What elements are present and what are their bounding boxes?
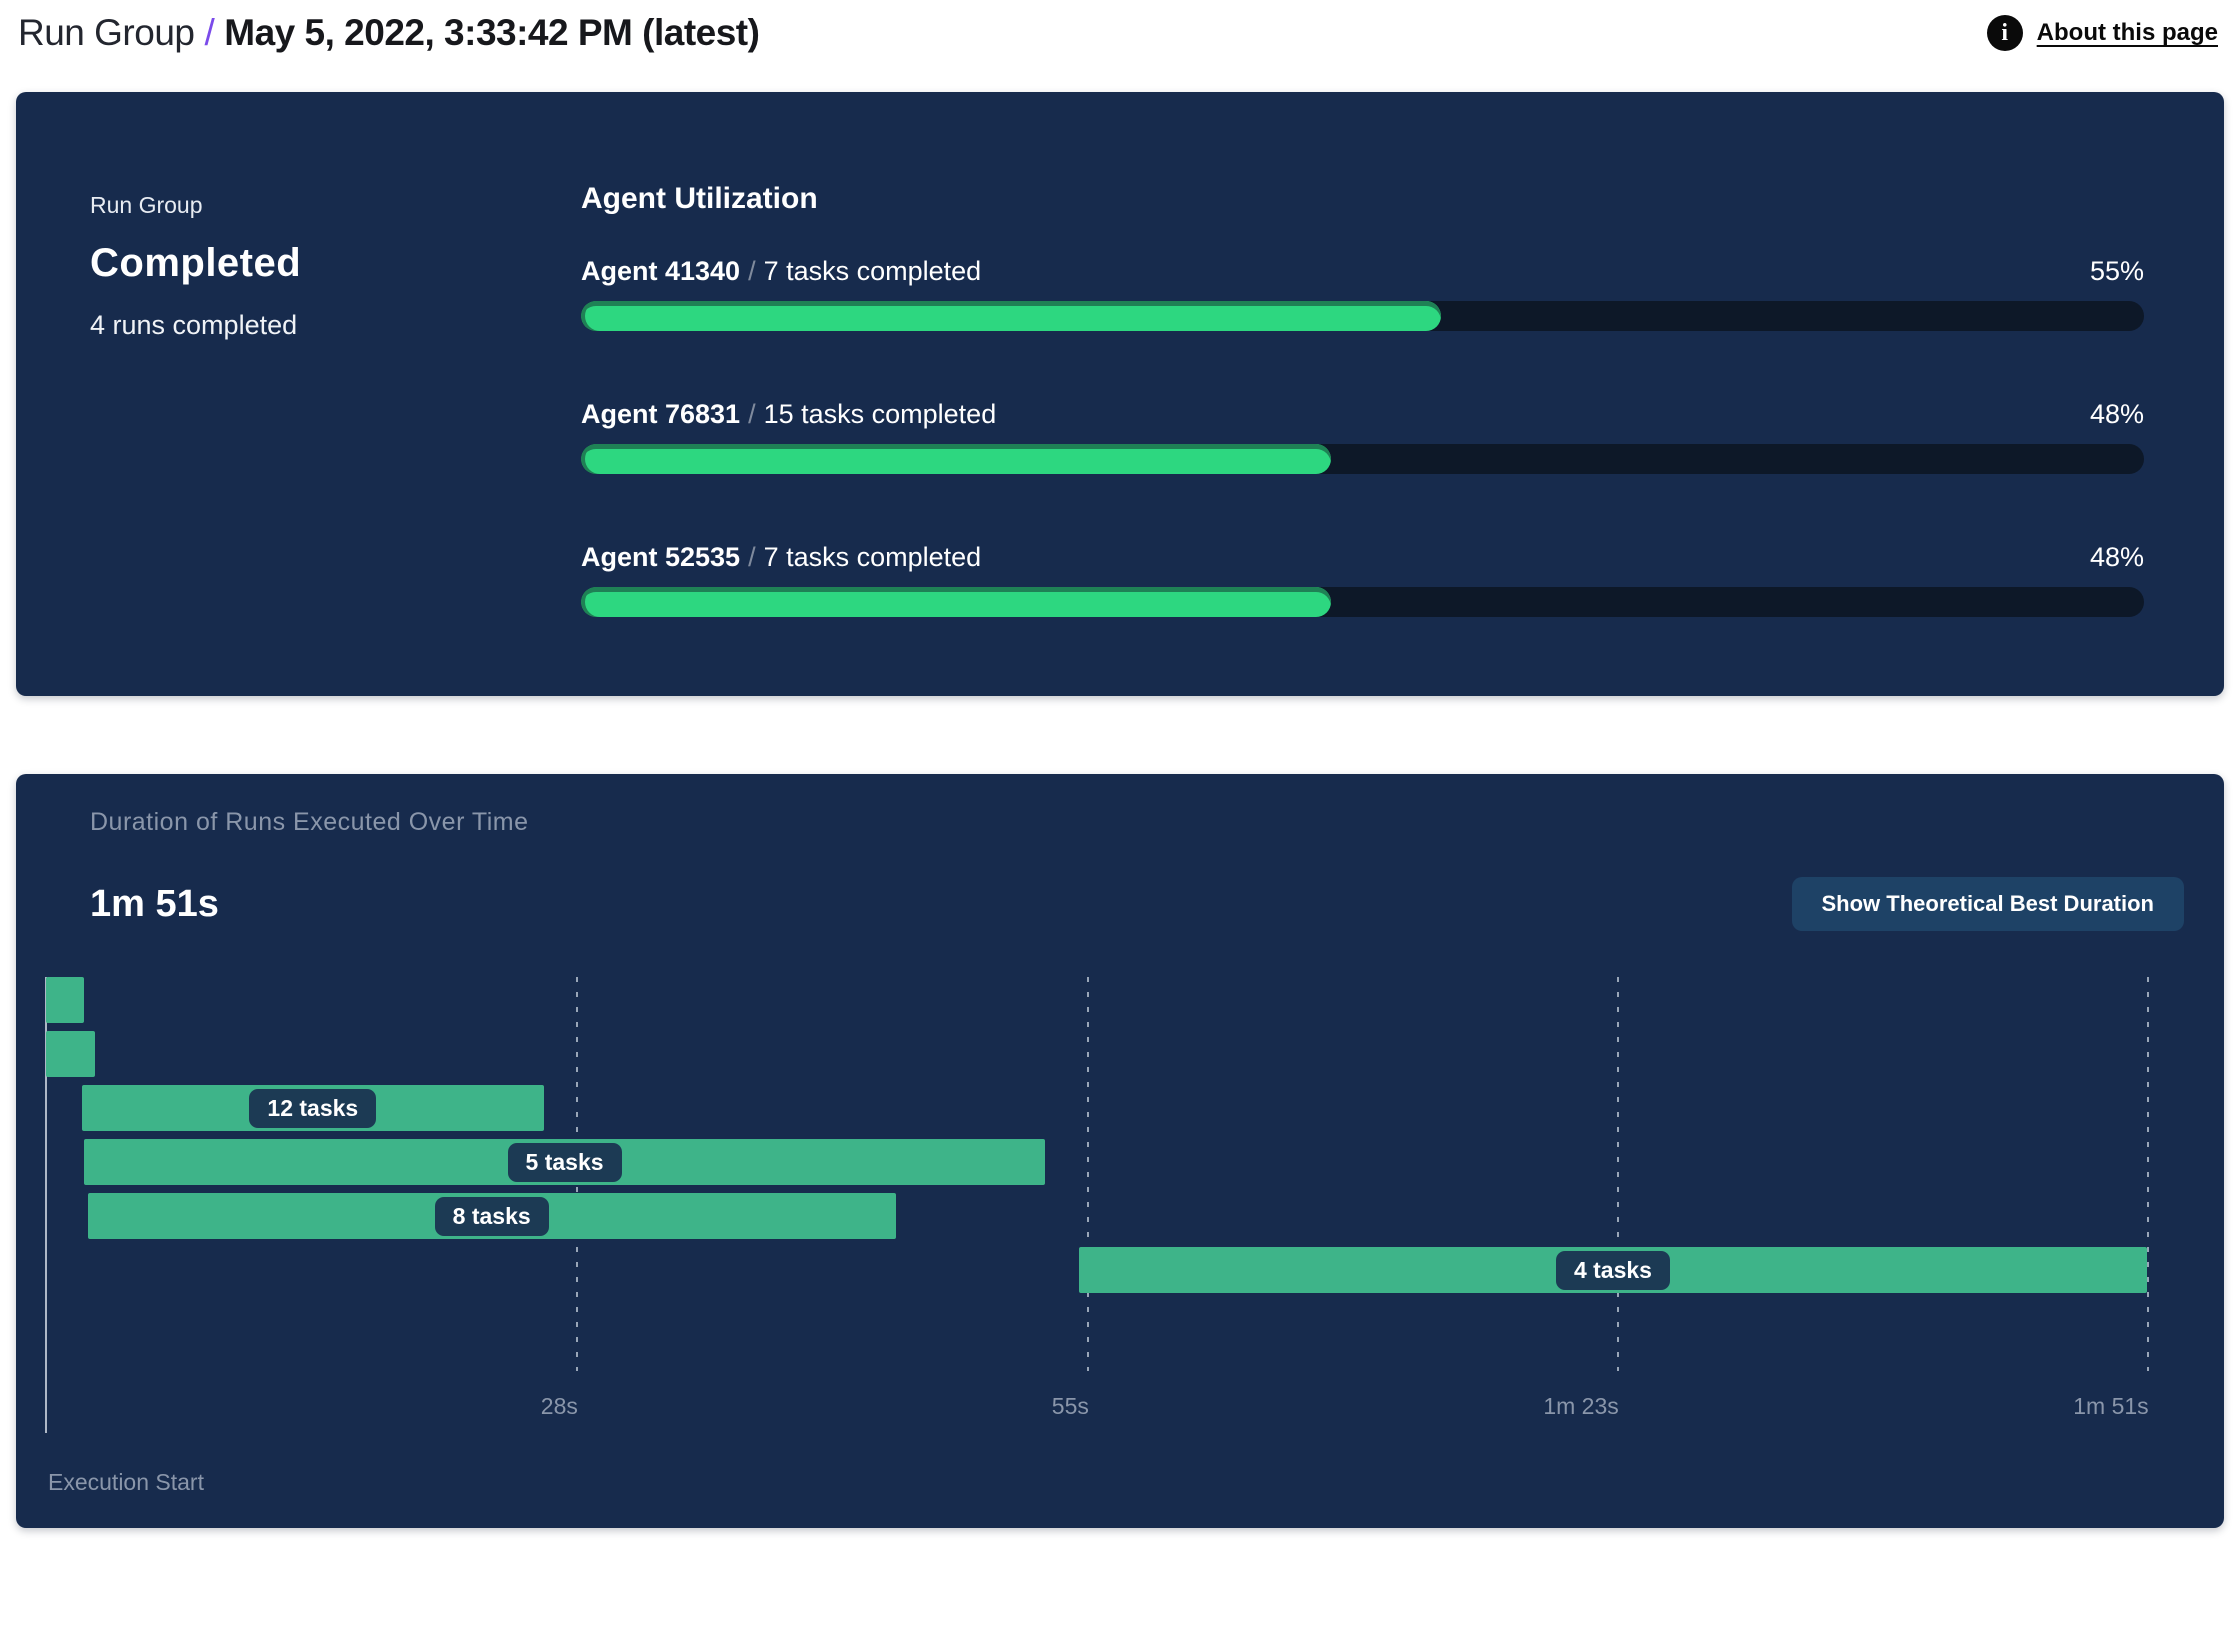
execution-start-axis-line	[45, 977, 47, 1433]
utilization-progress-track	[581, 587, 2144, 617]
agent-utilization-row: Agent 76831/15 tasks completed 48%	[581, 399, 2144, 474]
utilization-progress-track	[581, 301, 2144, 331]
axis-tick-label: 28s	[540, 1393, 578, 1419]
info-icon: i	[1986, 15, 2023, 51]
agent-utilization-row: Agent 41340/7 tasks completed 55%	[581, 256, 2144, 331]
run-bar[interactable]: 8 tasks	[87, 1193, 896, 1239]
status-card-label: Run Group	[90, 192, 203, 218]
agent-label: Agent 76831/15 tasks completed	[581, 399, 996, 430]
breadcrumb-separator: /	[204, 12, 215, 53]
agent-utilization-section: Agent Utilization Agent 41340/7 tasks co…	[581, 92, 2224, 696]
status-value: Completed	[90, 241, 302, 285]
gridline	[1086, 977, 1089, 1371]
execution-start-label: Execution Start	[48, 1469, 204, 1495]
agent-name: Agent 41340	[581, 256, 741, 286]
run-bar[interactable]: 4 tasks	[1079, 1247, 2147, 1293]
run-task-count-badge: 12 tasks	[249, 1088, 377, 1128]
run-task-count-badge: 8 tasks	[434, 1196, 549, 1236]
about-this-page-link[interactable]: i About this page	[1986, 15, 2218, 51]
utilization-progress-fill	[581, 587, 1332, 617]
gridline	[1616, 977, 1619, 1371]
chart-title: Duration of Runs Executed Over Time	[90, 808, 529, 836]
gantt-row: 12 tasks	[46, 1085, 2194, 1131]
gantt-time-axis: Execution Start 28s 55s 1m 23s 1m 51s	[46, 1301, 2194, 1511]
run-group-timestamp: May 5, 2022, 3:33:42 PM (latest)	[224, 12, 760, 53]
page: Run Group / May 5, 2022, 3:33:42 PM (lates…	[16, 0, 2224, 1528]
agent-separator: /	[748, 542, 756, 572]
page-header: Run Group / May 5, 2022, 3:33:42 PM (lates…	[16, 0, 2224, 68]
axis-tick-label: 55s	[1051, 1393, 1089, 1419]
total-duration-value: 1m 51s	[90, 882, 219, 925]
agent-utilization-heading: Agent Utilization	[581, 182, 818, 215]
agent-name: Agent 52535	[581, 542, 741, 572]
axis-tick-label: 1m 23s	[1543, 1393, 1619, 1419]
agent-tasks-completed: 7 tasks completed	[763, 542, 982, 572]
duration-chart-card: Duration of Runs Executed Over Time 1m 5…	[16, 774, 2224, 1528]
gantt-chart: 12 tasks 5 tasks 8 tasks 4 tasks Execution …	[45, 977, 2194, 1511]
run-task-count-badge: 4 tasks	[1555, 1250, 1670, 1290]
gridline	[2146, 977, 2149, 1371]
utilization-progress-fill	[581, 444, 1332, 474]
gantt-row: 8 tasks	[46, 1193, 2194, 1239]
run-bar[interactable]: 5 tasks	[83, 1139, 1046, 1185]
axis-tick-label: 1m 51s	[2073, 1393, 2149, 1419]
agent-label: Agent 41340/7 tasks completed	[581, 256, 981, 287]
agent-utilization-percent: 48%	[2089, 542, 2144, 572]
runs-completed-count: 4 runs completed	[90, 310, 298, 340]
agent-separator: /	[748, 399, 756, 429]
about-link-label: About this page	[2036, 19, 2218, 46]
utilization-progress-track	[581, 444, 2144, 474]
agent-tasks-completed: 15 tasks completed	[763, 399, 997, 429]
run-bar[interactable]	[46, 977, 84, 1023]
agent-utilization-percent: 55%	[2089, 256, 2144, 286]
agent-label: Agent 52535/7 tasks completed	[581, 542, 981, 573]
show-theoretical-best-duration-button[interactable]: Show Theoretical Best Duration	[1791, 877, 2184, 931]
agent-tasks-completed: 7 tasks completed	[763, 256, 982, 286]
gantt-row: 5 tasks	[46, 1139, 2194, 1185]
run-task-count-badge: 5 tasks	[507, 1142, 622, 1182]
agent-utilization-row: Agent 52535/7 tasks completed 48%	[581, 542, 2144, 617]
agent-utilization-percent: 48%	[2089, 399, 2144, 429]
run-group-status-card: Run Group Completed 4 runs completed Age…	[16, 92, 2224, 696]
page-title: Run Group / May 5, 2022, 3:33:42 PM (lates…	[18, 12, 760, 54]
breadcrumb-root: Run Group	[18, 12, 195, 53]
agent-separator: /	[748, 256, 756, 286]
gantt-row	[46, 1031, 2194, 1077]
gantt-row: 4 tasks	[46, 1247, 2194, 1293]
agent-name: Agent 76831	[581, 399, 741, 429]
gantt-rows: 12 tasks 5 tasks 8 tasks 4 tasks	[46, 977, 2194, 1293]
run-bar[interactable]: 12 tasks	[81, 1085, 544, 1131]
status-summary: Run Group Completed 4 runs completed	[16, 92, 581, 696]
gantt-row	[46, 977, 2194, 1023]
utilization-progress-fill	[581, 301, 1441, 331]
run-bar[interactable]	[46, 1031, 96, 1077]
